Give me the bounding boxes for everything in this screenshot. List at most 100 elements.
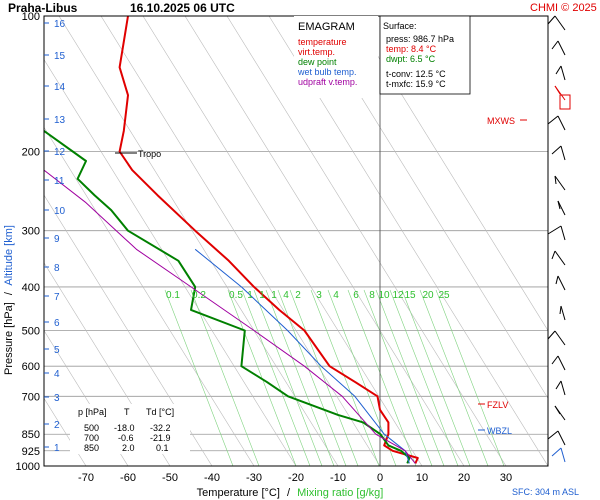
table-cell: -18.0 (114, 423, 135, 433)
mixing-ratio-label: 0.2 (192, 290, 206, 301)
isotherm-line (44, 329, 129, 466)
legend: EMAGRAM temperature virt.temp. dew point… (294, 16, 378, 98)
isotherm-line (44, 194, 213, 466)
legend-temperature: temperature (298, 37, 347, 47)
barb-flag (551, 250, 556, 260)
series-line-udpraft-v-temp- (44, 169, 416, 464)
temperature-tick-label: -30 (246, 472, 262, 484)
mixing-ratio-label: 1 (259, 290, 265, 301)
mixing-ratio-line (190, 289, 260, 466)
altitude-tick-label: 14 (54, 82, 66, 93)
altitude-tick-label: 1 (54, 443, 60, 454)
wind-barb (554, 175, 566, 191)
wind-barb (547, 225, 566, 241)
isotherm-line (44, 58, 297, 466)
temperature-tick-label: -10 (330, 472, 346, 484)
pressure-tick-label: 400 (22, 282, 40, 294)
barb-flag (557, 200, 561, 210)
wind-barb (547, 430, 566, 446)
mixing-ratio-label: 15 (404, 290, 416, 301)
altitude-tick-label: 6 (54, 318, 60, 329)
barb-flag (547, 115, 559, 125)
table-cell: 850 (84, 443, 99, 453)
wind-barb (555, 275, 566, 291)
sfc-label: SFC: 304 m ASL (512, 487, 579, 497)
mxws-box (559, 94, 571, 110)
pressure-tick-label: 700 (22, 391, 40, 403)
table-cell: 500 (84, 423, 99, 433)
temperature-tick-label: -60 (120, 472, 136, 484)
legend-dew-point: dew point (298, 57, 337, 67)
barb-staff (557, 40, 566, 56)
temperature-tick-label: -70 (78, 472, 94, 484)
pressure-tick-label: 200 (22, 146, 40, 158)
mixing-ratio-line (363, 289, 433, 466)
isotherm-line (142, 16, 423, 466)
altitude-tick-label: 12 (54, 147, 66, 158)
altitude-tick-label: 4 (54, 369, 60, 380)
temperature-tick-label: 20 (458, 472, 470, 484)
barb-flag (547, 430, 559, 440)
wind-barbs (547, 15, 571, 463)
temperature-tick-labels: -70 -60 -50 -40 -30 -20 -10 0 10 20 30 (78, 472, 512, 484)
wind-barb (551, 145, 566, 161)
legend-wet-bulb: wet bulb temp. (297, 67, 357, 77)
svg-text:Pressure [hPa] / A: Pressure [hPa] / Altitude [km] (3, 225, 15, 375)
table-cell: -32.2 (150, 423, 171, 433)
legend-title: EMAGRAM (298, 21, 355, 33)
mixing-ratio-label: 4 (283, 290, 289, 301)
wind-barb (554, 85, 566, 101)
tropopause-label: Tropo (138, 149, 161, 159)
barb-staff (557, 430, 566, 446)
temperature-axis-title: Temperature [°C] (197, 487, 280, 499)
temperature-tick-label: 30 (500, 472, 512, 484)
wind-barb (547, 15, 566, 31)
pressure-tick-labels: 100 200 300 400 500 600 700 850 925 1000 (16, 11, 40, 473)
barb-flag (547, 330, 556, 340)
mixing-ratio-line (310, 289, 380, 466)
wind-barb (557, 200, 566, 216)
mixing-ratio-label: 10 (378, 290, 390, 301)
altitude-tick-label: 15 (54, 51, 66, 62)
mixing-ratio-lines (164, 289, 505, 466)
barb-flag (554, 85, 561, 95)
pressure-tick-label: 100 (22, 11, 40, 23)
observation-time: 16.10.2025 06 UTC (130, 1, 235, 15)
temperature-tick-label: -50 (162, 472, 178, 484)
mixing-ratio-line (265, 289, 335, 466)
barb-flag (551, 447, 562, 457)
wind-barb (555, 65, 566, 81)
barb-flag (547, 225, 562, 235)
altitude-tick-label: 10 (54, 206, 66, 217)
mixing-ratio-line (389, 289, 459, 466)
surface-info-box: Surface: press: 986.7 hPa temp: 8.4 °C d… (379, 15, 471, 95)
table-cell: 0.1 (156, 443, 169, 453)
mixing-ratio-line (435, 289, 505, 466)
bottom-axis-separator: / (287, 487, 291, 499)
barb-flag (554, 405, 561, 415)
pressure-tick-label: 850 (22, 429, 40, 441)
barb-staff (560, 305, 566, 321)
mixing-ratio-label: 0.5 (229, 290, 243, 301)
altitude-axis-title: Altitude [km] (3, 225, 15, 286)
level-table: p [hPa] T Td [°C] 500 -18.0 -32.2 700 -0… (70, 404, 190, 454)
pressure-tick-label: 1000 (16, 461, 40, 473)
mixing-ratio-label: 2 (295, 290, 301, 301)
surface-title: Surface: (383, 21, 417, 31)
table-header-td: Td [°C] (146, 407, 174, 417)
mixing-ratio-line (241, 289, 311, 466)
surface-tmxfc: t-mxfc: 15.9 °C (386, 79, 446, 89)
barb-staff (560, 380, 566, 396)
altitude-tick-label: 11 (54, 176, 65, 187)
wind-barb (551, 447, 566, 463)
wind-barb (547, 115, 566, 131)
wind-barb (551, 40, 566, 56)
isotherm-line (44, 262, 171, 466)
barb-staff (557, 200, 566, 216)
surface-temp: temp: 8.4 °C (386, 44, 437, 54)
altitude-tick-label: 16 (54, 19, 66, 30)
bottom-axis-title: Temperature [°C] / Mixing ratio [g/kg] (197, 487, 384, 499)
temperature-tick-label: 10 (416, 472, 428, 484)
